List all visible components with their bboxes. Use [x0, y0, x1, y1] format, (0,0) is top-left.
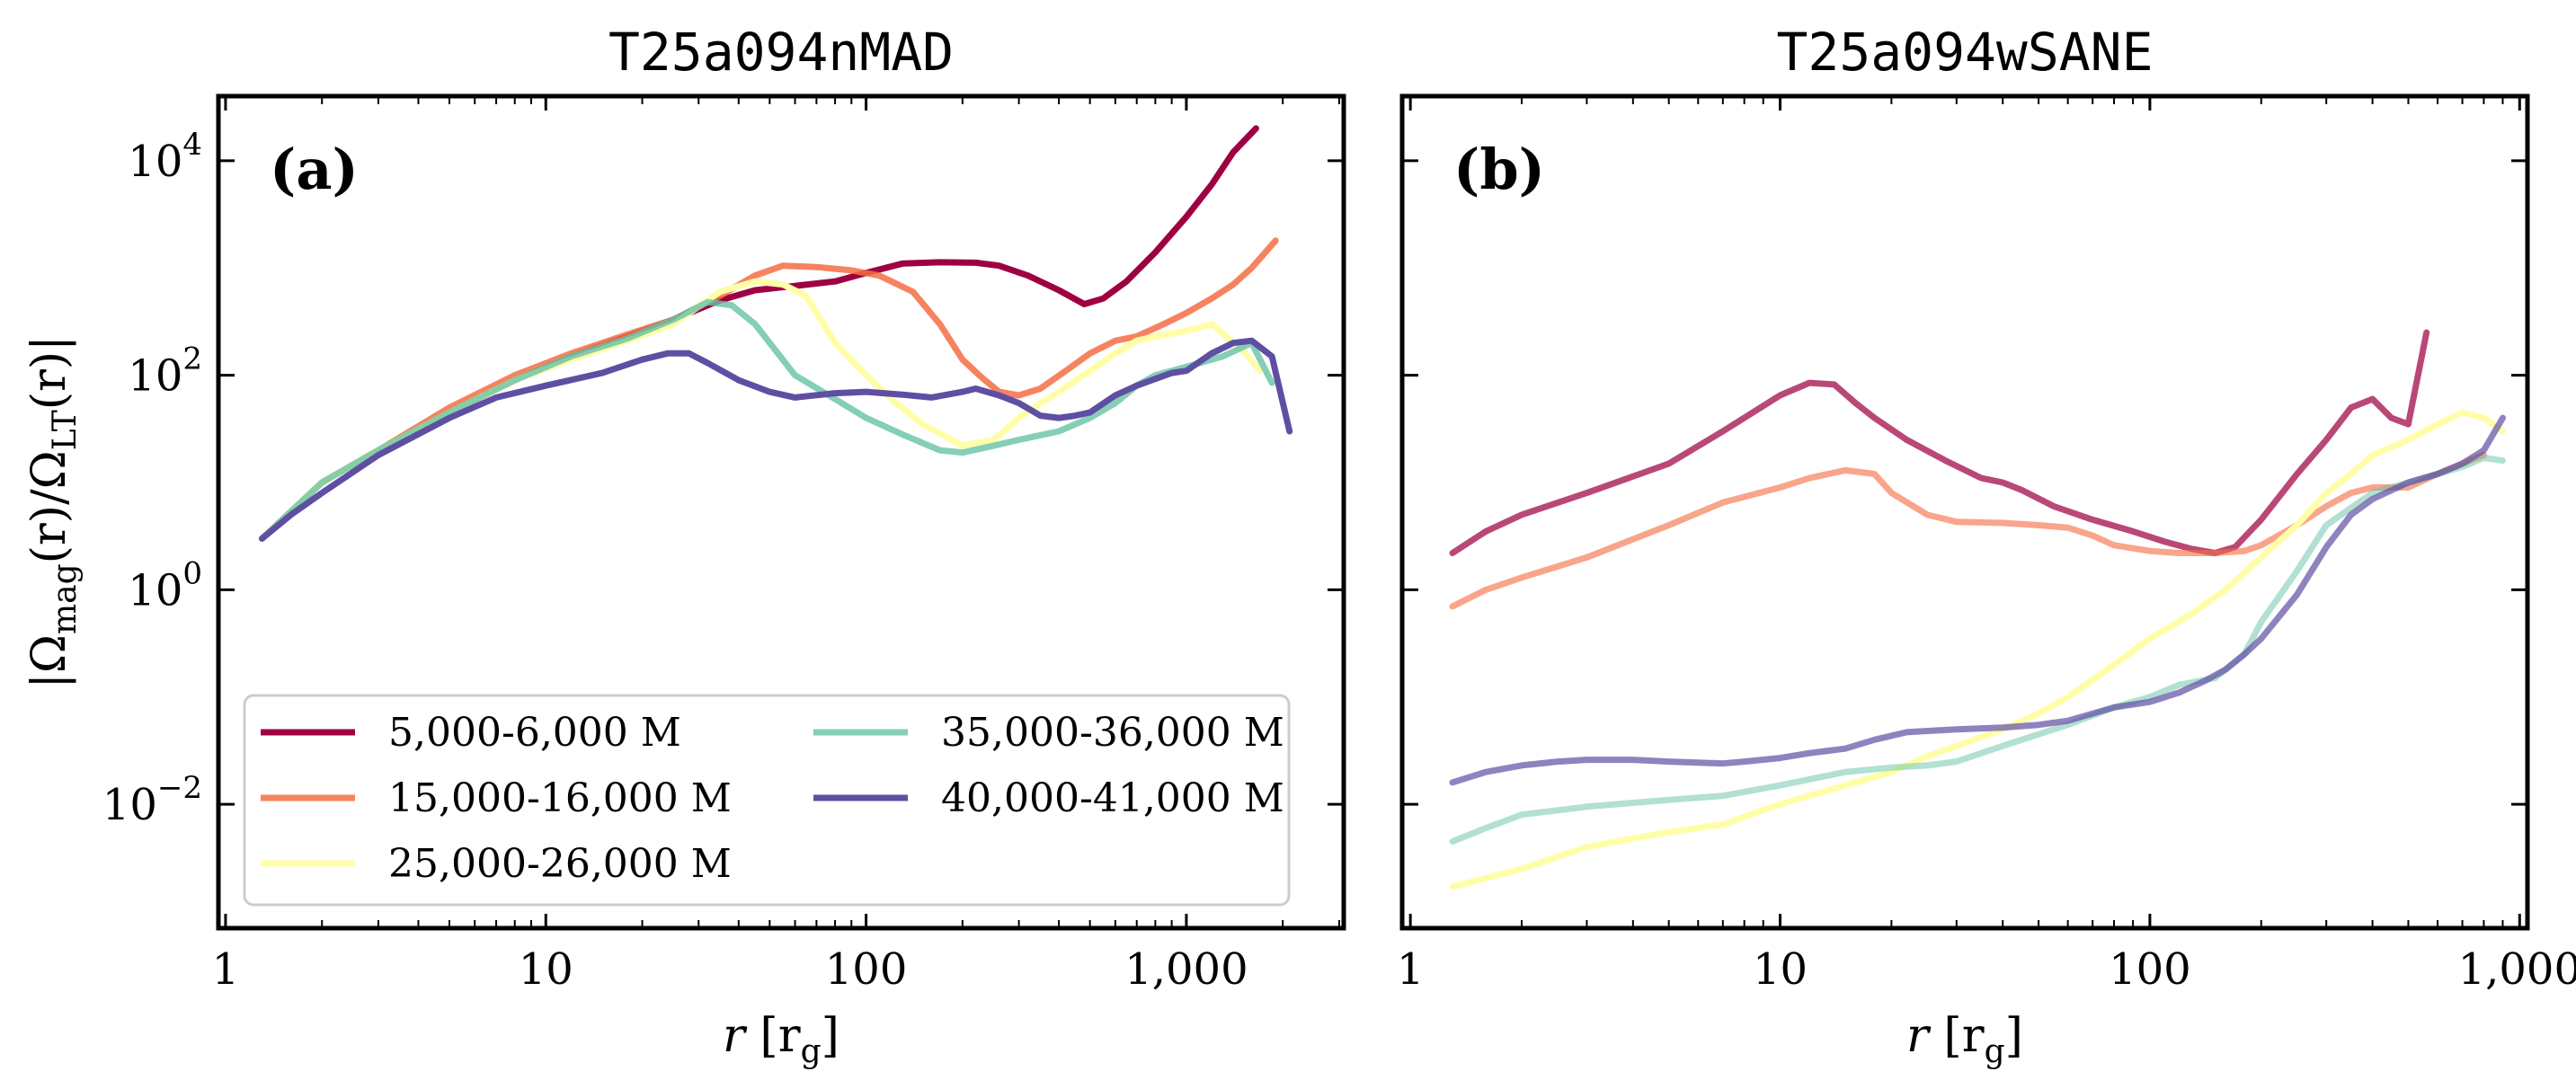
series-group [259, 125, 1293, 542]
plot-frame [1399, 93, 2530, 931]
y-tick-base: 10 [128, 565, 182, 615]
series-line [1449, 455, 2506, 845]
panel-title: T25a094wSANE [1776, 22, 2153, 83]
series-line [1449, 452, 2487, 610]
legend-label: 25,000-26,000 M [388, 841, 732, 887]
panel-label: (b) [1453, 137, 1545, 202]
legend-label: 40,000-41,000 M [941, 775, 1284, 821]
x-tick-label: 100 [2109, 944, 2191, 995]
y-tick-exponent: 2 [182, 341, 202, 377]
legend: 5,000-6,000 M 15,000-16,000 M 25,000-26,… [243, 694, 1291, 907]
x-axis-label-part: [r [745, 1009, 801, 1063]
x-axis-label-part: ] [2005, 1009, 2023, 1063]
x-axis-label-part: [r [1929, 1009, 1985, 1063]
y-axis-label-part: (r)| [22, 335, 76, 410]
y-tick-base: 10 [102, 780, 157, 830]
y-tick-label: 102 [128, 341, 202, 402]
y-axis-label-part: |Ω [22, 634, 76, 689]
y-axis-label-subscript: mag [47, 563, 84, 634]
y-axis-label: |Ωmag(r)/ΩLT(r)| [22, 335, 84, 688]
x-tick-label: 100 [825, 944, 908, 995]
series-line [259, 278, 1264, 542]
y-tick-label: 10−2 [102, 770, 202, 830]
panel-title: T25a094nMAD [608, 22, 954, 83]
series-group [1449, 329, 2506, 890]
x-tick-label: 10 [519, 944, 573, 995]
y-tick-exponent: 4 [182, 127, 202, 163]
x-axis-label-part: ] [822, 1009, 839, 1063]
y-axis-label-subscript: LT [47, 410, 84, 450]
legend-box [243, 694, 1291, 907]
legend-label: 15,000-16,000 M [388, 775, 732, 821]
x-tick-label: 10 [1753, 944, 1808, 995]
legend-label: 5,000-6,000 M [388, 710, 681, 756]
series-line [1449, 414, 2506, 786]
y-tick-label: 104 [128, 127, 202, 187]
y-axis-label-part: (r)/Ω [22, 450, 76, 563]
x-axis-label-subscript: g [801, 1033, 822, 1070]
y-tick-label: 100 [128, 555, 202, 615]
series-line [1449, 409, 2506, 890]
x-tick-label: 1,000 [2458, 944, 2576, 995]
panel-b: T25a094wSANE 1 10 100 1,000 (b) r [rg] [1397, 22, 2576, 1070]
x-axis-label-var: r [723, 1009, 748, 1063]
y-tick-exponent: −2 [157, 770, 202, 806]
x-tick-label: 1 [1397, 944, 1425, 995]
x-axis-label: r [rg] [1906, 1009, 2023, 1070]
x-tick-label: 1 [212, 944, 240, 995]
panel-label: (a) [270, 137, 359, 202]
ticks-group: 1 10 100 1,000 [1397, 96, 2576, 995]
y-tick-base: 10 [128, 351, 182, 402]
x-axis-label-var: r [1906, 1009, 1932, 1063]
legend-label: 35,000-36,000 M [941, 710, 1284, 756]
plot-frame [216, 93, 1346, 931]
series-line [1449, 329, 2430, 556]
series-line [259, 337, 1293, 542]
y-tick-exponent: 0 [182, 555, 202, 591]
x-tick-label: 1,000 [1124, 944, 1248, 995]
y-tick-base: 10 [128, 137, 182, 187]
x-axis-label: r [rg] [723, 1009, 839, 1070]
x-axis-label-subscript: g [1985, 1033, 2005, 1070]
